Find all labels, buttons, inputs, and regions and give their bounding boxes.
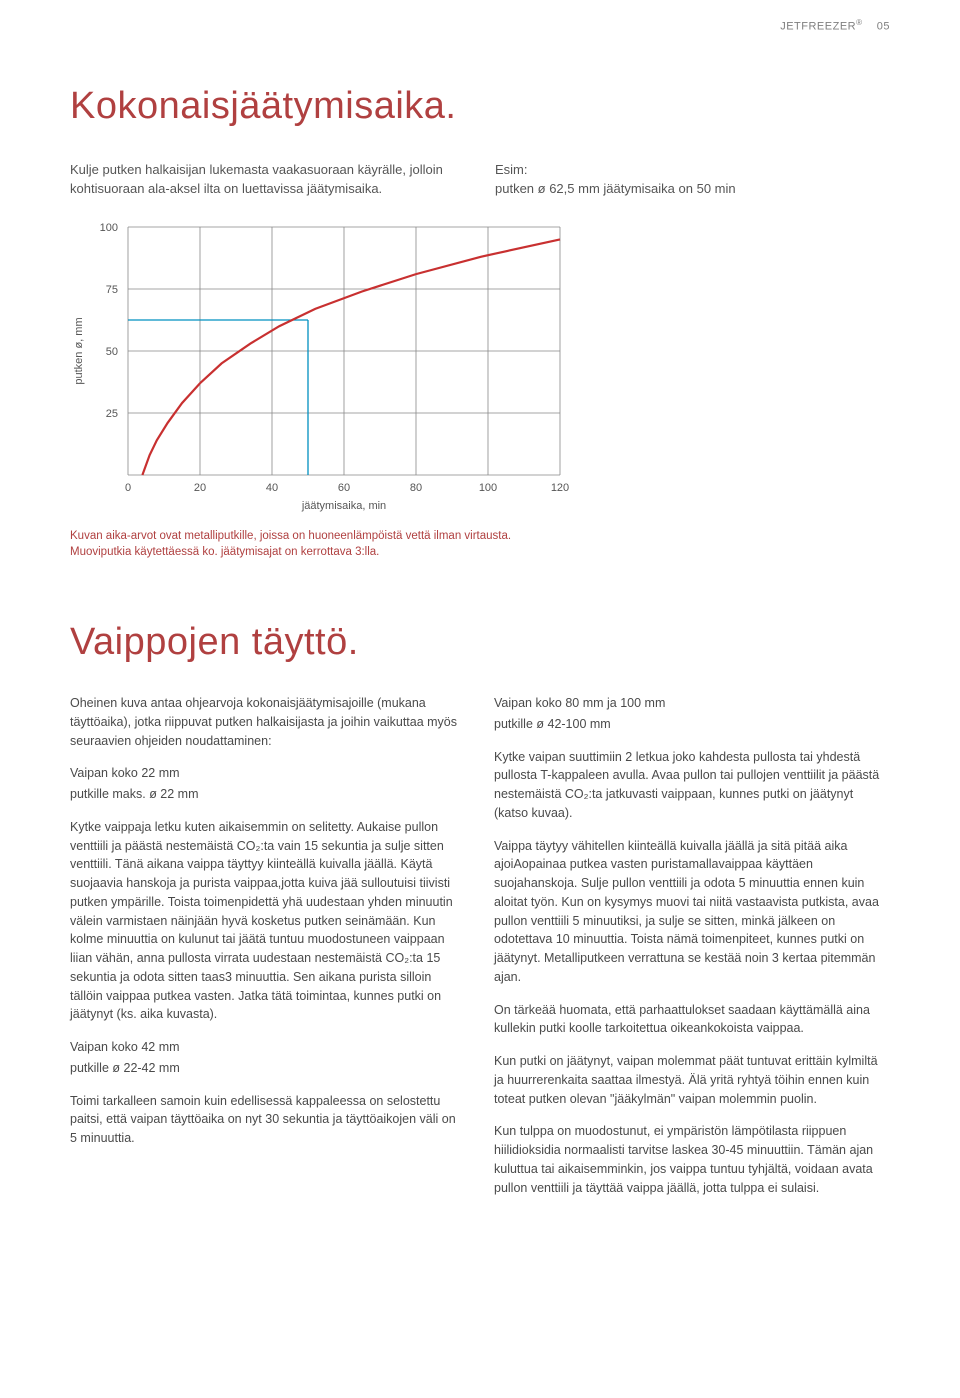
brand-name: JETFREEZER® 05 (780, 18, 890, 33)
heading-80mm-2: putkille ø 42-100 mm (494, 715, 890, 734)
intro-left: Kulje putken halkaisijan lukemasta vaaka… (70, 160, 465, 199)
intro-paragraph: Oheinen kuva antaa ohjearvoja kokonaisjä… (70, 694, 466, 750)
freeze-time-chart: 25 50 75 100 0 20 40 60 80 100 120 putken ø, mm jäät… (70, 217, 570, 517)
chart-area: 25 50 75 100 0 20 40 60 80 100 120 putken ø, mm jäät… (70, 217, 890, 561)
paragraph-80mm-e: Kun tulppa on muodostunut, ei ympäristön… (494, 1122, 890, 1197)
svg-text:120: 120 (551, 482, 569, 494)
svg-text:40: 40 (266, 482, 278, 494)
heading-22mm-2: putkille maks. ø 22 mm (70, 785, 466, 804)
intro-row: Kulje putken halkaisijan lukemasta vaaka… (70, 160, 890, 199)
svg-text:75: 75 (106, 284, 118, 296)
svg-text:50: 50 (106, 346, 118, 358)
heading-42mm-2: putkille ø 22-42 mm (70, 1059, 466, 1078)
svg-text:25: 25 (106, 408, 118, 420)
paragraph-80mm-d: Kun putki on jäätynyt, vaipan molemmat p… (494, 1052, 890, 1108)
heading-22mm-1: Vaipan koko 22 mm (70, 764, 466, 783)
page-header: JETFREEZER® 05 (70, 0, 890, 33)
svg-text:putken ø, mm: putken ø, mm (73, 317, 85, 384)
paragraph-80mm-a: Kytke vaipan suuttimiin 2 letkua joko ka… (494, 748, 890, 823)
chart-note: Kuvan aika-arvot ovat metalliputkille, j… (70, 528, 530, 561)
heading-80mm-1: Vaipan koko 80 mm ja 100 mm (494, 694, 890, 713)
section1-title: Kokonaisjäätymisaika. (70, 85, 890, 128)
svg-text:100: 100 (479, 482, 497, 494)
svg-text:0: 0 (125, 482, 131, 494)
section2-title: Vaippojen täyttö. (70, 621, 890, 664)
paragraph-80mm-b: Vaippa täytyy vähitellen kiinteällä kuiv… (494, 837, 890, 987)
svg-text:100: 100 (100, 222, 118, 234)
intro-right: Esim: putken ø 62,5 mm jäätymisaika on 5… (495, 160, 890, 199)
heading-42mm-1: Vaipan koko 42 mm (70, 1038, 466, 1057)
svg-text:80: 80 (410, 482, 422, 494)
paragraph-80mm-c: On tärkeää huomata, että parhaattulokset… (494, 1001, 890, 1039)
left-column: Oheinen kuva antaa ohjearvoja kokonaisjä… (70, 694, 466, 1211)
svg-text:60: 60 (338, 482, 350, 494)
paragraph-42mm: Toimi tarkalleen samoin kuin edellisessä… (70, 1092, 466, 1148)
svg-text:jäätymisaika, min: jäätymisaika, min (301, 500, 386, 512)
body-columns: Oheinen kuva antaa ohjearvoja kokonaisjä… (70, 694, 890, 1211)
svg-text:20: 20 (194, 482, 206, 494)
paragraph-22mm: Kytke vaippaja letku kuten aikaisemmin o… (70, 818, 466, 1024)
right-column: Vaipan koko 80 mm ja 100 mm putkille ø 4… (494, 694, 890, 1211)
